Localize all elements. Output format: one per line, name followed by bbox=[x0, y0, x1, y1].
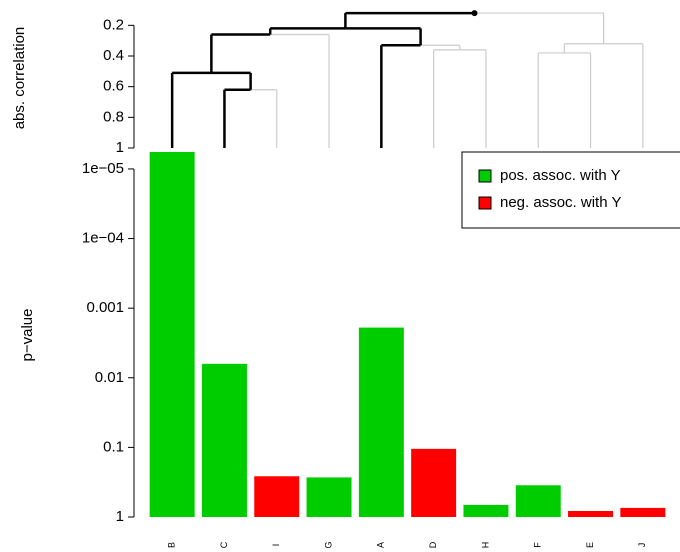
x-tick-label: J bbox=[637, 543, 647, 548]
dendrogram-tick-label: 0.2 bbox=[103, 16, 124, 33]
dendrogram-tick-label: 0.6 bbox=[103, 78, 124, 95]
y-tick-label: 1e−04 bbox=[82, 230, 124, 247]
legend-box bbox=[461, 151, 680, 229]
x-tick-label: D bbox=[428, 541, 438, 548]
bar bbox=[515, 485, 561, 517]
legend-label: neg. assoc. with Y bbox=[500, 194, 621, 211]
dendrogram-axis-title: abs. correlation bbox=[11, 27, 28, 130]
y-axis-title: p−value bbox=[19, 309, 36, 362]
dendrogram-root bbox=[471, 10, 478, 17]
x-tick-label: F bbox=[533, 542, 543, 548]
bar bbox=[201, 363, 247, 517]
bar bbox=[620, 507, 666, 517]
y-tick-label: 0.1 bbox=[103, 438, 124, 455]
bar bbox=[149, 151, 195, 517]
y-tick-label: 0.001 bbox=[86, 299, 124, 316]
x-tick-label: I bbox=[271, 544, 281, 547]
x-tick-label: C bbox=[219, 541, 229, 548]
bar bbox=[306, 477, 352, 517]
bar bbox=[463, 504, 509, 517]
y-tick-label: 0.01 bbox=[95, 369, 124, 386]
x-tick-label: A bbox=[376, 542, 386, 548]
bar bbox=[358, 327, 404, 517]
legend-label: pos. assoc. with Y bbox=[500, 167, 621, 184]
x-tick-label: B bbox=[167, 542, 177, 548]
x-tick-label: G bbox=[323, 541, 333, 548]
x-tick-label: E bbox=[585, 542, 595, 548]
bar bbox=[568, 511, 614, 517]
dendrogram-tick-label: 1 bbox=[116, 139, 124, 156]
bar bbox=[411, 448, 457, 517]
y-tick-label: 1e−05 bbox=[82, 160, 124, 177]
y-tick-label: 1 bbox=[116, 508, 124, 525]
legend-swatch bbox=[478, 169, 492, 183]
dendrogram-tick-label: 0.8 bbox=[103, 108, 124, 125]
dendrogram-tick-label: 0.4 bbox=[103, 47, 124, 64]
bar bbox=[254, 476, 300, 517]
x-tick-label: H bbox=[480, 542, 490, 549]
legend-swatch bbox=[478, 196, 492, 210]
